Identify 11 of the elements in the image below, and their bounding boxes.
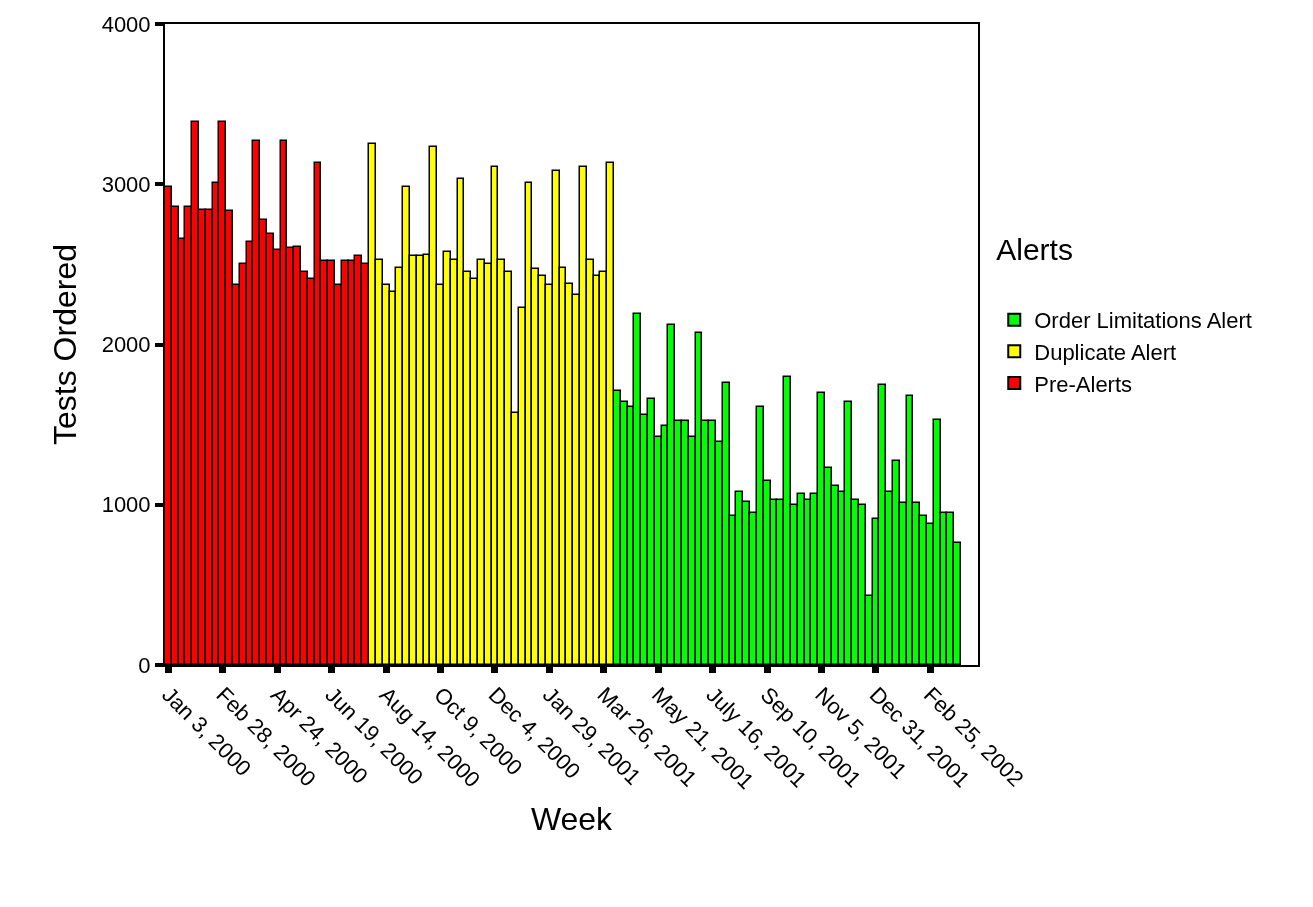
y-tick-label: 1000 [101, 492, 151, 518]
x-axis-title: Week [530, 801, 614, 838]
y-axis-title: Tests Ordered [47, 244, 84, 445]
y-tick-label: 3000 [101, 171, 151, 197]
y-tick-label: 0 [138, 652, 151, 678]
y-tick-label: 2000 [101, 332, 151, 358]
legend-label: Order Limitations Alert [1034, 308, 1252, 334]
legend-title: Alerts [996, 232, 1073, 266]
legend-label: Pre-Alerts [1034, 371, 1133, 397]
legend-label: Duplicate Alert [1034, 339, 1177, 365]
y-tick-label: 4000 [101, 11, 151, 37]
